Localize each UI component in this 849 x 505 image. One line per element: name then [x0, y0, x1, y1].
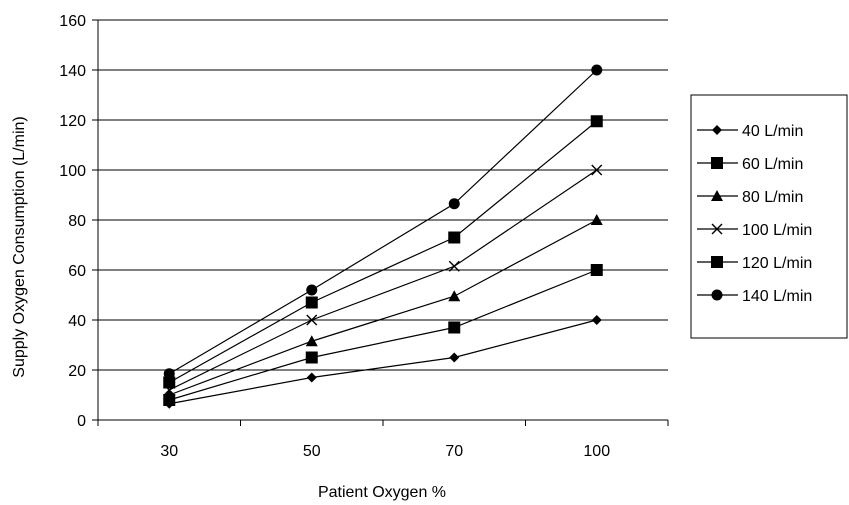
series-3 — [163, 214, 603, 400]
data-point — [448, 290, 461, 302]
x-axis-title: Patient Oxygen % — [318, 484, 446, 501]
legend-label: 120 L/min — [742, 255, 812, 272]
x-tick-label: 100 — [583, 443, 610, 460]
data-point — [448, 231, 461, 244]
data-point — [448, 321, 461, 334]
y-tick-label: 0 — [77, 413, 86, 430]
legend: 40 L/min 60 L/min 80 L/min 100 L/min 120 L/m… — [690, 94, 848, 339]
data-point — [591, 315, 602, 325]
y-tick-label: 140 — [59, 63, 86, 80]
data-point — [306, 314, 318, 326]
data-point — [305, 296, 318, 309]
legend-marker — [711, 289, 723, 301]
series-line — [168, 120, 598, 384]
series-4 — [163, 164, 603, 396]
data-point — [590, 115, 603, 128]
data-point — [163, 389, 176, 400]
y-tick-label: 80 — [68, 213, 86, 230]
x-tick-label: 30 — [160, 443, 178, 460]
legend-marker — [711, 223, 723, 235]
data-point — [591, 164, 603, 176]
data-point — [163, 376, 176, 389]
data-point — [306, 284, 318, 296]
legend-item: 100 L/min — [697, 222, 812, 239]
legend-item: 140 L/min — [697, 288, 812, 305]
legend-item: 80 L/min — [697, 189, 803, 206]
legend-item: 120 L/min — [697, 255, 812, 272]
series-line — [169, 319, 597, 405]
legend-label: 60 L/min — [742, 156, 803, 173]
y-tick-label: 160 — [59, 13, 86, 30]
series-2 — [163, 264, 603, 406]
data-point — [590, 264, 603, 276]
series-line — [169, 269, 597, 401]
legend-item: 40 L/min — [697, 123, 803, 140]
data-point — [306, 372, 317, 383]
legend-marker — [711, 256, 723, 268]
y-tick-label: 40 — [68, 313, 86, 330]
data-point — [449, 352, 460, 363]
legend-item: 60 L/min — [697, 156, 803, 173]
legend-label: 100 L/min — [742, 222, 812, 239]
data-point — [305, 351, 318, 364]
y-tick-labels: 0 20 40 60 80 100 120 140 160 — [59, 13, 86, 430]
x-tick-label: 70 — [445, 443, 463, 460]
series-6 — [163, 64, 603, 380]
gridlines — [98, 19, 668, 371]
y-tick-label: 20 — [68, 363, 86, 380]
y-tick-label: 120 — [59, 113, 86, 130]
legend-label: 80 L/min — [742, 189, 803, 206]
y-tick-label: 60 — [68, 263, 86, 280]
x-tick-labels: 30 50 70 100 — [160, 443, 610, 460]
series-5 — [163, 115, 603, 389]
data-point — [305, 335, 318, 347]
legend-marker — [711, 190, 723, 201]
x-tick-label: 50 — [303, 443, 321, 460]
data-point — [590, 214, 603, 225]
axes — [92, 19, 669, 426]
series-line — [168, 169, 598, 391]
series-line — [169, 219, 598, 396]
data-point — [448, 260, 460, 272]
legend-marker — [712, 125, 722, 135]
legend-label: 140 L/min — [742, 288, 812, 305]
series — [163, 64, 603, 409]
legend-label: 40 L/min — [742, 123, 803, 140]
series-1 — [164, 315, 602, 409]
legend-marker — [711, 157, 723, 169]
series-line — [168, 69, 598, 375]
data-point — [163, 368, 175, 380]
data-point — [448, 198, 460, 210]
y-axis-title: Supply Oxygen Consumption (L/min) — [11, 116, 28, 377]
y-tick-label: 100 — [59, 163, 86, 180]
data-point — [591, 64, 603, 76]
